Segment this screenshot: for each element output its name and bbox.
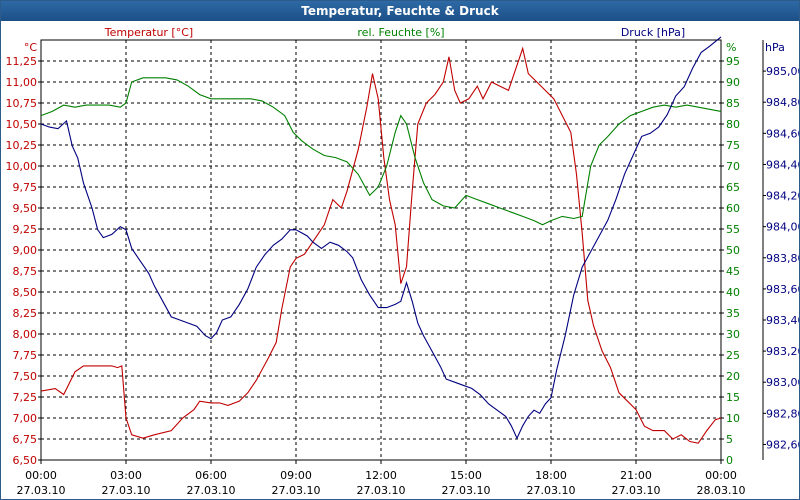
x-tick-date: 27.03.10 — [612, 484, 661, 497]
temperature-tick-label: 7,50 — [13, 370, 38, 383]
pressure-tick-label: 984,20 — [766, 190, 799, 203]
temperature-tick-label: 10,50 — [6, 118, 38, 131]
temperature-tick-label: 9,75 — [13, 181, 38, 194]
humidity-tick-label: 70 — [726, 160, 740, 173]
temperature-tick-label: 8,00 — [13, 328, 38, 341]
humidity-tick-label: 40 — [726, 286, 740, 299]
x-tick-date: 27.03.10 — [357, 484, 406, 497]
humidity-tick-label: 5 — [726, 433, 733, 446]
x-tick-date: 27.03.10 — [17, 484, 66, 497]
humidity-tick-label: 95 — [726, 55, 740, 68]
humidity-tick-label: 80 — [726, 118, 740, 131]
temperature-tick-label: 9,25 — [13, 223, 38, 236]
humidity-tick-label: 25 — [726, 349, 740, 362]
x-tick-time: 12:00 — [365, 469, 397, 482]
x-tick-time: 06:00 — [195, 469, 227, 482]
window-title: Temperatur, Feuchte & Druck — [1, 1, 799, 21]
humidity-tick-label: 75 — [726, 139, 740, 152]
humidity-tick-label: 60 — [726, 202, 740, 215]
x-tick-time: 09:00 — [280, 469, 312, 482]
humidity-tick-label: 50 — [726, 244, 740, 257]
humidity-tick-label: 90 — [726, 76, 740, 89]
pressure-tick-label: 984,00 — [766, 221, 799, 234]
temperature-tick-label: 7,75 — [13, 349, 38, 362]
temperature-tick-label: 10,00 — [6, 160, 38, 173]
temperature-tick-label: 9,00 — [13, 244, 38, 257]
pressure-tick-label: 985,00 — [766, 65, 799, 78]
pressure-tick-label: 983,00 — [766, 376, 799, 389]
temperature-tick-label: 11,25 — [6, 55, 38, 68]
pressure-tick-label: 983,80 — [766, 252, 799, 265]
temperature-tick-label: 7,00 — [13, 412, 38, 425]
x-tick-time: 18:00 — [535, 469, 567, 482]
humidity-axis-label: rel. Feuchte [%] — [357, 26, 444, 39]
x-tick-date: 27.03.10 — [442, 484, 491, 497]
pressure-tick-label: 984,60 — [766, 127, 799, 140]
humidity-tick-label: 10 — [726, 412, 740, 425]
temperature-tick-label: 8,75 — [13, 265, 38, 278]
series-temperature-line — [40, 46, 722, 444]
pressure-tick-label: 983,40 — [766, 314, 799, 327]
pressure-tick-label: 982,80 — [766, 407, 799, 420]
humidity-tick-label: 65 — [726, 181, 740, 194]
humidity-tick-label: 35 — [726, 307, 740, 320]
x-tick-time: 00:00 — [25, 469, 57, 482]
temperature-axis-label: Temperatur [°C] — [104, 26, 193, 39]
temperature-tick-label: 6,75 — [13, 433, 38, 446]
series-humidity-line — [40, 77, 722, 226]
x-tick-time: 21:00 — [620, 469, 652, 482]
pressure-tick-label: 984,40 — [766, 158, 799, 171]
temperature-tick-label: 8,25 — [13, 307, 38, 320]
humidity-tick-label: 85 — [726, 97, 740, 110]
humidity-tick-label: 15 — [726, 391, 740, 404]
x-tick-date: 27.03.10 — [187, 484, 236, 497]
pressure-tick-label: 984,80 — [766, 96, 799, 109]
humidity-tick-label: 30 — [726, 328, 740, 341]
humidity-tick-label: 55 — [726, 223, 740, 236]
x-tick-date: 27.03.10 — [272, 484, 321, 497]
humidity-tick-label: 0 — [726, 454, 733, 467]
x-tick-time: 15:00 — [450, 469, 482, 482]
humidity-tick-label: 20 — [726, 370, 740, 383]
pressure-tick-label: 983,60 — [766, 283, 799, 296]
temperature-tick-label: 11,00 — [6, 76, 38, 89]
pressure-axis-label: Druck [hPa] — [621, 26, 685, 39]
temperature-tick-label: 9,50 — [13, 202, 38, 215]
pressure-tick-label: 982,60 — [766, 438, 799, 451]
humidity-unit-label: % — [726, 41, 736, 54]
temperature-tick-label: 10,75 — [6, 97, 38, 110]
pressure-unit-label: hPa — [765, 41, 785, 54]
temperature-tick-label: 8,50 — [13, 286, 38, 299]
temperature-tick-label: 6,50 — [13, 454, 38, 467]
temperature-tick-label: 10,25 — [6, 139, 38, 152]
x-tick-time: 03:00 — [110, 469, 142, 482]
series-pressure-line — [40, 36, 722, 440]
x-tick-date: 27.03.10 — [102, 484, 151, 497]
pressure-tick-label: 983,20 — [766, 345, 799, 358]
humidity-tick-label: 45 — [726, 265, 740, 278]
temperature-unit-label: °C — [24, 41, 38, 54]
x-tick-date: 28.03.10 — [697, 484, 746, 497]
temperature-tick-label: 7,25 — [13, 391, 38, 404]
x-tick-date: 27.03.10 — [527, 484, 576, 497]
x-tick-time: 00:00 — [705, 469, 737, 482]
